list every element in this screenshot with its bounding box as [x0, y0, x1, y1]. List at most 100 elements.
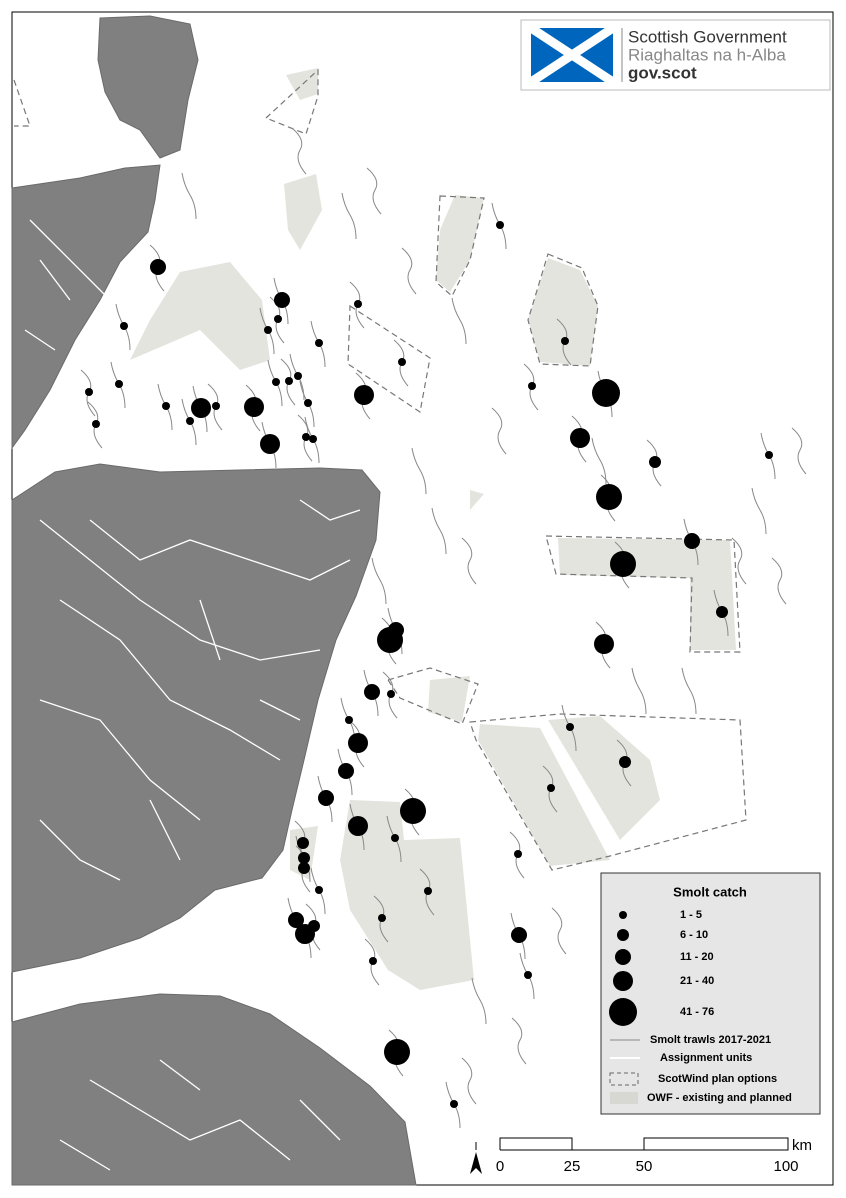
trawl — [771, 557, 787, 605]
catch-point — [345, 716, 353, 724]
catch-point — [450, 1100, 458, 1108]
logo-url: gov.scot — [628, 63, 697, 82]
catch-point — [566, 723, 574, 731]
legend-class: 1 - 5 — [680, 909, 702, 921]
catch-point — [547, 784, 555, 792]
catch-point — [348, 733, 368, 753]
catch-point — [384, 1039, 410, 1065]
catch-point — [398, 358, 406, 366]
trawl — [341, 192, 357, 240]
trawl — [591, 437, 607, 485]
catch-point — [354, 385, 374, 405]
legend-class: 41 - 76 — [680, 1006, 714, 1018]
north-arrow — [470, 1152, 482, 1174]
logo-name: Scottish Government — [628, 27, 787, 46]
scale-unit: km — [792, 1137, 812, 1154]
legend-layer: OWF - existing and planned — [647, 1092, 792, 1104]
smolt-catches — [85, 221, 773, 1108]
catch-point — [264, 326, 272, 334]
catch-point — [378, 914, 386, 922]
legend-layer: Smolt trawls 2017-2021 — [650, 1034, 771, 1046]
catch-point — [120, 322, 128, 330]
scale-bar-line — [499, 1137, 789, 1151]
legend-symbol — [610, 1092, 638, 1104]
trawl — [411, 447, 427, 495]
scale-label: 50 — [636, 1158, 653, 1175]
catch-point — [85, 388, 93, 396]
trawl — [751, 487, 767, 535]
trawl — [791, 427, 807, 475]
catch-point — [274, 292, 290, 308]
trawl — [371, 557, 387, 605]
catch-point — [649, 456, 661, 468]
legend-symbol — [619, 911, 627, 919]
trawl — [551, 907, 567, 955]
catch-point — [354, 300, 362, 308]
rivers — [24, 219, 361, 1171]
catch-point — [388, 622, 404, 638]
catch-point — [364, 684, 380, 700]
scale-label: 100 — [773, 1158, 798, 1175]
catch-point — [524, 971, 532, 979]
legend-symbol — [609, 998, 637, 1026]
land — [11, 15, 417, 1186]
trawl — [451, 297, 467, 345]
catch-point — [514, 850, 522, 858]
catch-point — [610, 551, 636, 577]
legend-symbol — [615, 949, 631, 965]
logo-gaelic: Riaghaltas na h-Alba — [628, 45, 786, 64]
scale-bar: 0 25 50 100 km — [470, 1137, 812, 1175]
catch-point — [162, 402, 170, 410]
owf-areas — [130, 68, 736, 990]
catch-point — [348, 816, 368, 836]
catch-point — [338, 763, 354, 779]
catch-point — [528, 382, 536, 390]
legend-class: 21 - 40 — [680, 975, 714, 987]
trawl — [181, 172, 197, 220]
legend-class: 6 - 10 — [680, 929, 708, 941]
catch-point — [309, 435, 317, 443]
catch-point — [285, 377, 293, 385]
catch-point — [150, 259, 166, 275]
legend-symbol — [613, 971, 633, 991]
catch-point — [318, 790, 334, 806]
catch-point — [716, 606, 728, 618]
catch-point — [191, 398, 211, 418]
trawl — [461, 1057, 477, 1105]
trawl — [431, 507, 447, 555]
scale-label: 0 — [496, 1158, 504, 1175]
legend-class: 11 - 20 — [680, 951, 714, 963]
catch-point — [298, 862, 310, 874]
catch-point — [274, 315, 282, 323]
catch-point — [302, 433, 310, 441]
catch-point — [304, 399, 312, 407]
trawl — [681, 667, 697, 715]
catch-point — [387, 690, 395, 698]
trawl — [731, 537, 747, 585]
catch-point — [186, 417, 194, 425]
catch-point — [212, 402, 220, 410]
catch-point — [594, 634, 614, 654]
catch-point — [619, 756, 631, 768]
catch-point — [496, 221, 504, 229]
catch-point — [596, 484, 622, 510]
catch-point — [369, 957, 377, 965]
catch-point — [315, 339, 323, 347]
catch-point — [765, 451, 773, 459]
catch-point — [391, 834, 399, 842]
trawl — [631, 667, 647, 715]
catch-point — [115, 380, 123, 388]
catch-point — [295, 924, 315, 944]
legend-title: Smolt catch — [673, 884, 747, 899]
trawl — [491, 407, 507, 455]
saltire-cross — [528, 24, 616, 86]
catch-point — [272, 378, 280, 386]
catch-point — [92, 420, 100, 428]
legend-layer: Assignment units — [660, 1052, 752, 1064]
catch-point — [294, 372, 302, 380]
trawl — [401, 247, 417, 295]
catch-point — [315, 886, 323, 894]
trawl — [461, 537, 477, 585]
legend-layer: ScotWind plan options — [658, 1073, 777, 1085]
